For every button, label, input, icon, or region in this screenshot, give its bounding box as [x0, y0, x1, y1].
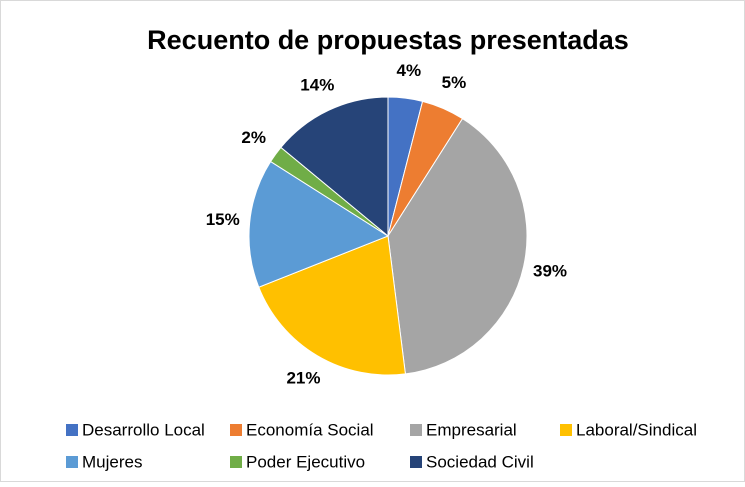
pie-slice: [248, 160, 390, 288]
legend-label: Empresarial: [426, 420, 517, 439]
legend-swatch: [66, 424, 78, 436]
legend-swatch: [230, 424, 242, 436]
legend-swatch: [410, 456, 422, 468]
data-label: 21%: [286, 368, 320, 387]
legend-swatch: [230, 456, 242, 468]
data-label: 5%: [442, 73, 467, 92]
pie-slice: [258, 235, 406, 376]
data-label: 15%: [206, 210, 240, 229]
legend-swatch: [410, 424, 422, 436]
legend-swatch: [560, 424, 572, 436]
pie-slice: [387, 117, 528, 375]
legend-label: Desarrollo Local: [82, 420, 205, 439]
data-label: 4%: [397, 61, 422, 80]
legend-label: Poder Ejecutivo: [246, 452, 365, 471]
chart-title: Recuento de propuestas presentadas: [147, 25, 629, 55]
legend-swatch: [66, 456, 78, 468]
pie-slice: [280, 96, 389, 238]
legend-label: Laboral/Sindical: [576, 420, 697, 439]
legend-label: Sociedad Civil: [426, 452, 534, 471]
legend-label: Mujeres: [82, 452, 142, 471]
legend-label: Economía Social: [246, 420, 374, 439]
data-label: 14%: [300, 75, 334, 94]
data-label: 39%: [533, 262, 567, 281]
data-label: 2%: [241, 128, 266, 147]
